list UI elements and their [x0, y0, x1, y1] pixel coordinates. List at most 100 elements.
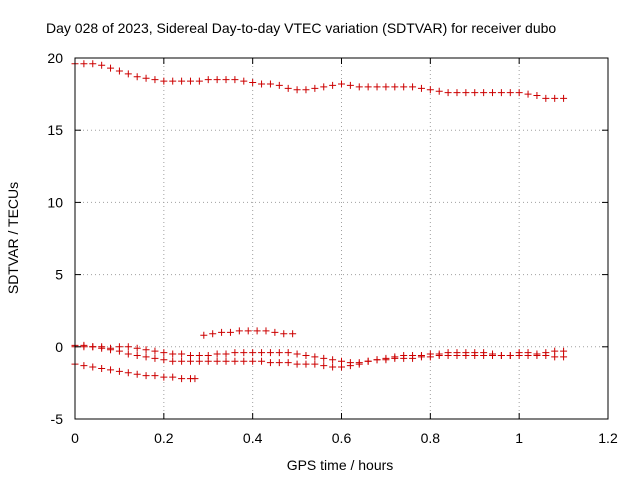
data-point — [409, 83, 417, 91]
y-tick-label: 5 — [55, 267, 63, 283]
data-point — [382, 356, 390, 364]
series-4 — [71, 360, 199, 383]
data-point — [320, 83, 328, 91]
data-point — [151, 372, 159, 380]
data-point — [240, 349, 248, 357]
data-point — [329, 356, 337, 364]
data-point — [284, 84, 292, 92]
data-point — [160, 356, 168, 364]
data-point — [329, 363, 337, 371]
data-point — [280, 330, 288, 338]
data-point — [226, 328, 234, 336]
data-point — [289, 330, 297, 338]
data-point — [262, 327, 270, 335]
data-point — [244, 327, 252, 335]
data-point — [489, 351, 497, 359]
data-point — [231, 76, 239, 84]
series-3 — [71, 343, 568, 371]
data-point — [191, 375, 199, 383]
data-point — [222, 76, 230, 84]
data-point — [186, 357, 194, 365]
data-point — [533, 351, 541, 359]
data-point — [142, 372, 150, 380]
data-point — [115, 347, 123, 355]
data-point — [391, 83, 399, 91]
data-point — [373, 83, 381, 91]
data-point — [462, 89, 470, 97]
data-point — [364, 357, 372, 365]
data-point — [231, 349, 239, 357]
series-1 — [71, 60, 568, 102]
data-point — [249, 357, 257, 365]
data-point — [551, 353, 559, 361]
series-5 — [200, 327, 297, 339]
data-point — [213, 350, 221, 358]
data-point — [542, 94, 550, 102]
data-point — [453, 89, 461, 97]
data-point — [311, 353, 319, 361]
data-point — [204, 357, 212, 365]
data-point — [355, 83, 363, 91]
data-point — [89, 60, 97, 68]
data-point — [178, 375, 186, 383]
data-point — [253, 327, 261, 335]
data-point — [98, 344, 106, 352]
data-point — [320, 362, 328, 370]
data-point — [346, 81, 354, 89]
data-point — [133, 344, 141, 352]
y-tick-label: 10 — [47, 194, 63, 210]
x-axis-label: GPS time / hours — [287, 457, 394, 473]
data-point — [115, 67, 123, 75]
data-point — [266, 359, 274, 367]
data-point — [480, 89, 488, 97]
x-tick-label: 1 — [515, 430, 523, 446]
data-point — [258, 349, 266, 357]
data-point — [142, 74, 150, 82]
data-point — [426, 353, 434, 361]
data-point — [204, 76, 212, 84]
data-point — [98, 364, 106, 372]
data-point — [293, 360, 301, 368]
data-point — [151, 354, 159, 362]
data-point — [249, 79, 257, 87]
y-axis-label: SDTVAR / TECUs — [5, 182, 21, 294]
data-point — [400, 83, 408, 91]
data-point — [400, 354, 408, 362]
data-point — [151, 76, 159, 84]
data-point — [258, 357, 266, 365]
x-tick-label: 1.2 — [598, 430, 618, 446]
data-point — [160, 349, 168, 357]
data-point — [515, 351, 523, 359]
x-tick-label: 0.2 — [154, 430, 174, 446]
data-point — [169, 357, 177, 365]
data-point — [444, 89, 452, 97]
data-point — [417, 353, 425, 361]
data-point — [311, 84, 319, 92]
data-point — [364, 83, 372, 91]
data-point — [320, 354, 328, 362]
data-point — [151, 347, 159, 355]
data-point — [160, 77, 168, 85]
data-point — [124, 369, 132, 377]
data-point — [302, 86, 310, 94]
data-point — [453, 351, 461, 359]
data-point — [80, 362, 88, 370]
series-layer — [71, 60, 568, 383]
data-point — [89, 343, 97, 351]
x-tick-label: 0.4 — [243, 430, 263, 446]
data-point — [373, 356, 381, 364]
data-point — [124, 343, 132, 351]
data-point — [515, 89, 523, 97]
data-point — [489, 89, 497, 97]
data-point — [240, 357, 248, 365]
data-point — [355, 360, 363, 368]
y-tick-label: -5 — [51, 411, 64, 427]
data-point — [235, 327, 243, 335]
data-point — [195, 77, 203, 85]
data-point — [338, 80, 345, 88]
data-point — [133, 351, 141, 359]
data-point — [293, 350, 301, 358]
data-point — [115, 367, 123, 375]
